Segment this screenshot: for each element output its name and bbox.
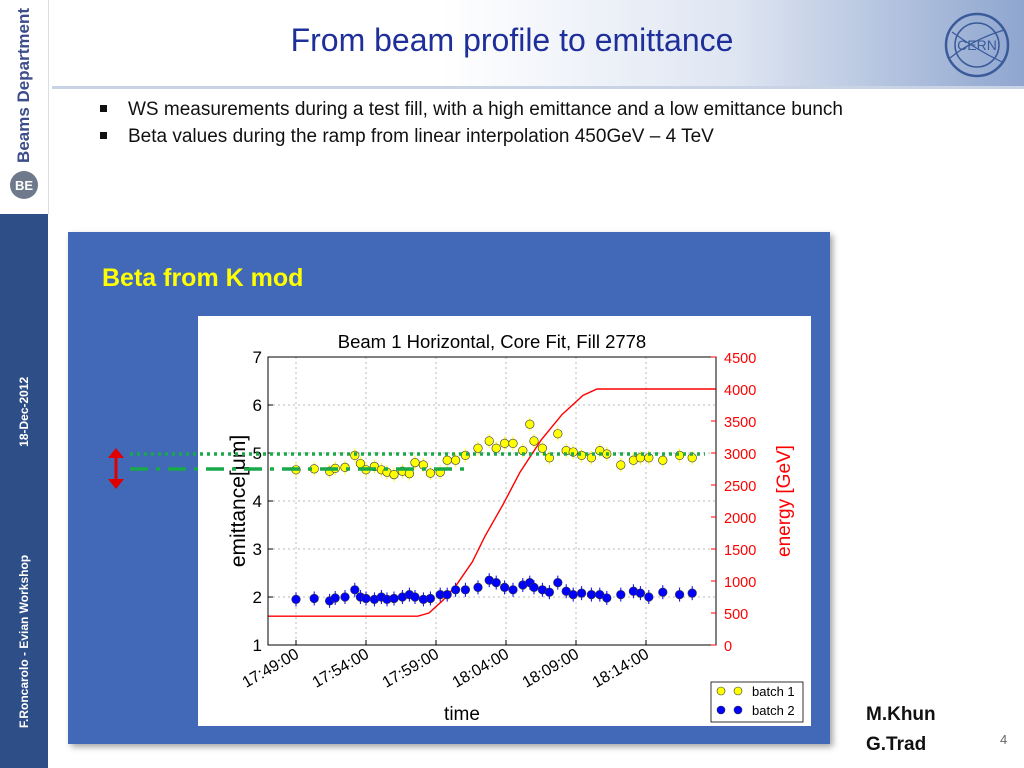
bullet-item: Beta values during the ramp from linear … (100, 123, 980, 150)
chart-title: Beam 1 Horizontal, Core Fit, Fill 2778 (338, 331, 646, 352)
batch2-point (442, 589, 452, 600)
batch2-point (451, 585, 461, 595)
plot-frame (198, 316, 811, 726)
y-tick-label: 2 (253, 588, 262, 607)
batch2-point (460, 585, 471, 595)
batch2-point (544, 587, 555, 597)
batch1-point (442, 455, 452, 465)
arrow-up-icon (108, 448, 124, 458)
batch2-point (500, 582, 510, 593)
batch2-point (674, 589, 685, 600)
batch2-point (410, 592, 420, 602)
page-number: 4 (1000, 732, 1008, 747)
batch2-point (425, 593, 436, 604)
batch2-point (361, 593, 371, 604)
y-tick-label: 3 (253, 540, 262, 559)
batch1-point (616, 460, 626, 470)
x-tick-label: 17:49:00 (240, 646, 303, 692)
batch1-point (658, 455, 668, 465)
y2-axis-label: energy [GeV] (774, 445, 795, 557)
y2-tick-label: 0 (724, 639, 732, 655)
legend-marker (733, 686, 743, 696)
legend-marker (716, 705, 726, 715)
batch1-point (553, 429, 563, 439)
y2-tick-label: 500 (724, 607, 748, 623)
batch2-point (350, 585, 360, 595)
batch2-point (635, 588, 646, 598)
x-tick-label: 18:14:00 (590, 646, 653, 692)
department-band: BE Beams Department (0, 0, 49, 214)
batch1-point (389, 470, 399, 480)
y-tick-label: 6 (253, 396, 262, 415)
batch2-point (644, 592, 654, 602)
batch2-point (291, 594, 301, 605)
batch1-point (508, 438, 518, 449)
x-tick-label: 17:59:00 (380, 646, 443, 692)
y-tick-label: 1 (253, 636, 262, 655)
y-tick-label: 4 (253, 492, 262, 511)
y2-tick-label: 4000 (724, 383, 756, 399)
legend-marker (716, 686, 726, 696)
x-tick-label: 18:04:00 (450, 646, 513, 692)
batch1-point (525, 419, 535, 429)
x-tick-label: 18:09:00 (520, 646, 583, 692)
y2-tick-label: 2500 (724, 479, 756, 495)
batch2-point (576, 588, 587, 598)
batch2-point (389, 593, 399, 604)
batch2-point (658, 587, 668, 597)
batch1-point (500, 438, 510, 449)
y2-tick-label: 2000 (724, 511, 756, 527)
batch2-point (616, 589, 626, 600)
authors: M.Khun G.Trad (866, 700, 936, 760)
y-tick-label: 7 (253, 348, 262, 367)
batch2-point (529, 582, 539, 593)
batch2-point (602, 593, 612, 603)
y2-tick-label: 3500 (724, 415, 756, 431)
batch2-point (473, 582, 483, 593)
batch2-point (586, 589, 597, 600)
batch1-point (410, 458, 420, 468)
legend-marker (733, 705, 743, 715)
cern-logo-text: CERN (957, 37, 997, 53)
side-footer-band: F.Roncarolo - Evian Workshop 18-Dec-2012 (0, 214, 48, 768)
batch1-point (491, 443, 501, 453)
arrow-down-icon (108, 479, 124, 489)
batch1-point (473, 443, 483, 453)
batch1-point (537, 443, 548, 453)
legend-label: batch 1 (752, 684, 795, 699)
x-axis-label: time (444, 704, 480, 725)
energy-line (268, 388, 716, 617)
y2-tick-label: 3000 (724, 447, 756, 463)
slide-title: From beam profile to emittance (290, 22, 734, 58)
y2-tick-label: 4500 (724, 351, 756, 367)
batch2-point (309, 593, 319, 604)
bullet-list: WS measurements during a test fill, with… (100, 96, 980, 150)
batch1-point (529, 436, 539, 446)
cern-logo-icon: CERN (944, 12, 1010, 78)
y2-tick-label: 1500 (724, 543, 756, 559)
slide-header (52, 0, 1024, 86)
batch1-point (425, 468, 436, 478)
author-name: M.Khun (866, 704, 936, 725)
bullet-item: WS measurements during a test fill, with… (100, 96, 980, 123)
batch2-point (568, 589, 578, 600)
batch2-point (508, 585, 518, 595)
batch2-point (491, 577, 501, 588)
batch2-point (330, 593, 340, 603)
x-tick-label: 17:54:00 (310, 646, 373, 692)
batch2-point (553, 577, 563, 588)
batch2-point (687, 588, 697, 598)
batch1-point (484, 436, 494, 446)
batch2-point (340, 592, 350, 602)
legend-box (710, 681, 804, 723)
y2-tick-label: 1000 (724, 575, 756, 591)
author-name: G.Trad (866, 734, 927, 755)
header-divider (52, 86, 1024, 89)
legend-label: batch 2 (752, 703, 795, 718)
batch1-point (451, 455, 461, 465)
panel-title: Beta from K mod (102, 264, 304, 292)
